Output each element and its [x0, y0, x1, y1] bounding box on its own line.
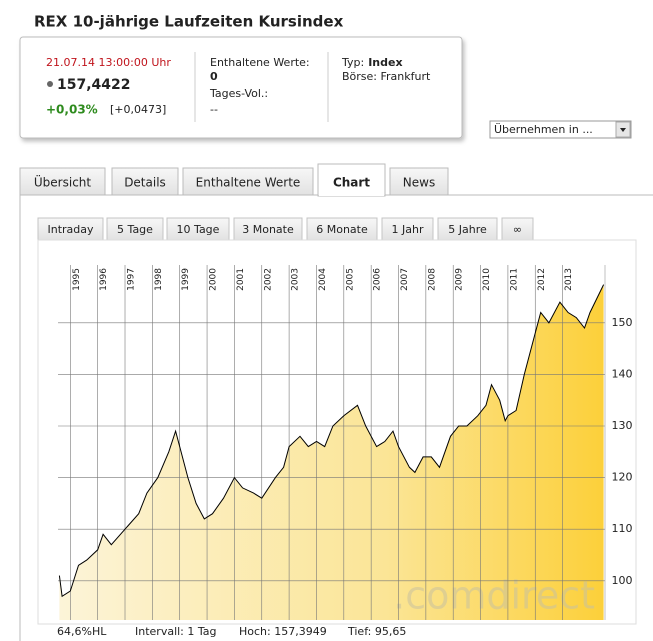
x-tick-label: 1997: [127, 268, 137, 291]
quote-timestamp: 21.07.14 13:00:00 Uhr: [46, 56, 171, 69]
subtab-label[interactable]: 5 Tage: [117, 223, 153, 236]
x-tick-label: 2009: [455, 268, 465, 291]
x-tick-label: 2004: [318, 268, 328, 291]
price-line: [58, 284, 605, 598]
tab-label[interactable]: News: [403, 176, 435, 190]
x-tick-label: 2008: [427, 268, 437, 291]
value: 0: [210, 70, 218, 83]
tab-label[interactable]: Enthaltene Werte: [196, 176, 301, 190]
x-tick-label: 1995: [72, 268, 82, 291]
x-tick-label: 1999: [181, 268, 191, 291]
value: --: [210, 103, 218, 116]
x-tick-label: 2001: [236, 268, 246, 291]
y-tick-label: 140: [612, 367, 633, 380]
quote-change-abs: [+0,0473]: [110, 103, 166, 116]
quote-box: [19, 36, 463, 139]
tab-label[interactable]: Details: [124, 176, 166, 190]
x-tick-label: 2006: [373, 268, 383, 291]
x-tick-label: 2011: [509, 268, 519, 291]
subtab-label[interactable]: 6 Monate: [316, 223, 368, 236]
x-tick-label: 2010: [482, 268, 492, 291]
quote-price: 157,4422: [57, 77, 131, 93]
subtab-label[interactable]: 5 Jahre: [448, 223, 487, 236]
x-tick-label: 2000: [209, 268, 219, 291]
x-tick-label: 2005: [345, 268, 355, 291]
tab[interactable]: [389, 167, 449, 196]
x-tick-label: 2007: [400, 268, 410, 291]
subtab-label[interactable]: Intraday: [47, 223, 94, 236]
label: Börse: Frankfurt: [342, 70, 431, 83]
chart-stat: Intervall: 1 Tag: [135, 625, 217, 638]
tab[interactable]: [182, 167, 314, 196]
area-fill: [59, 284, 604, 620]
y-tick-label: 130: [612, 419, 633, 432]
y-tick-label: 150: [612, 316, 633, 329]
tab[interactable]: [111, 167, 179, 196]
status-dot: [47, 81, 53, 87]
label: Enthaltene Werte:: [210, 56, 310, 69]
x-tick-label: 1998: [154, 268, 164, 291]
x-tick-label: 2013: [564, 268, 574, 291]
tab-label[interactable]: Übersicht: [34, 174, 92, 190]
dropdown[interactable]: [489, 120, 632, 139]
x-tick-label: 1996: [99, 268, 109, 291]
subtab-label[interactable]: 1 Jahr: [392, 223, 424, 236]
subtab-label[interactable]: 3 Monate: [242, 223, 294, 236]
y-tick-label: 100: [612, 574, 633, 587]
y-tick-label: 110: [612, 522, 633, 535]
label: Tages-Vol.:: [209, 87, 268, 100]
subtab-label[interactable]: ∞: [513, 223, 522, 236]
watermark: .comdirect: [393, 574, 595, 618]
page-title: REX 10-jährige Laufzeiten Kursindex: [34, 13, 344, 31]
dropdown-label[interactable]: Übernehmen in ...: [494, 123, 593, 136]
tab-label[interactable]: Chart: [333, 176, 370, 190]
dropdown-arrow: [620, 128, 626, 132]
quote-change-pct: +0,03%: [46, 103, 98, 117]
label: Typ:: [341, 56, 364, 69]
subtab-label[interactable]: 10 Tage: [177, 223, 220, 236]
value: Index: [368, 56, 402, 69]
chart-stat: Tief: 95,65: [347, 625, 406, 638]
x-tick-label: 2002: [263, 268, 273, 291]
chart-stat: 64,6%HL: [57, 625, 107, 638]
tab[interactable]: [19, 167, 106, 196]
x-tick-label: 2012: [537, 268, 547, 291]
y-tick-label: 120: [612, 471, 633, 484]
x-tick-label: 2003: [291, 268, 301, 291]
chart-stat: Hoch: 157,3949: [239, 625, 327, 638]
